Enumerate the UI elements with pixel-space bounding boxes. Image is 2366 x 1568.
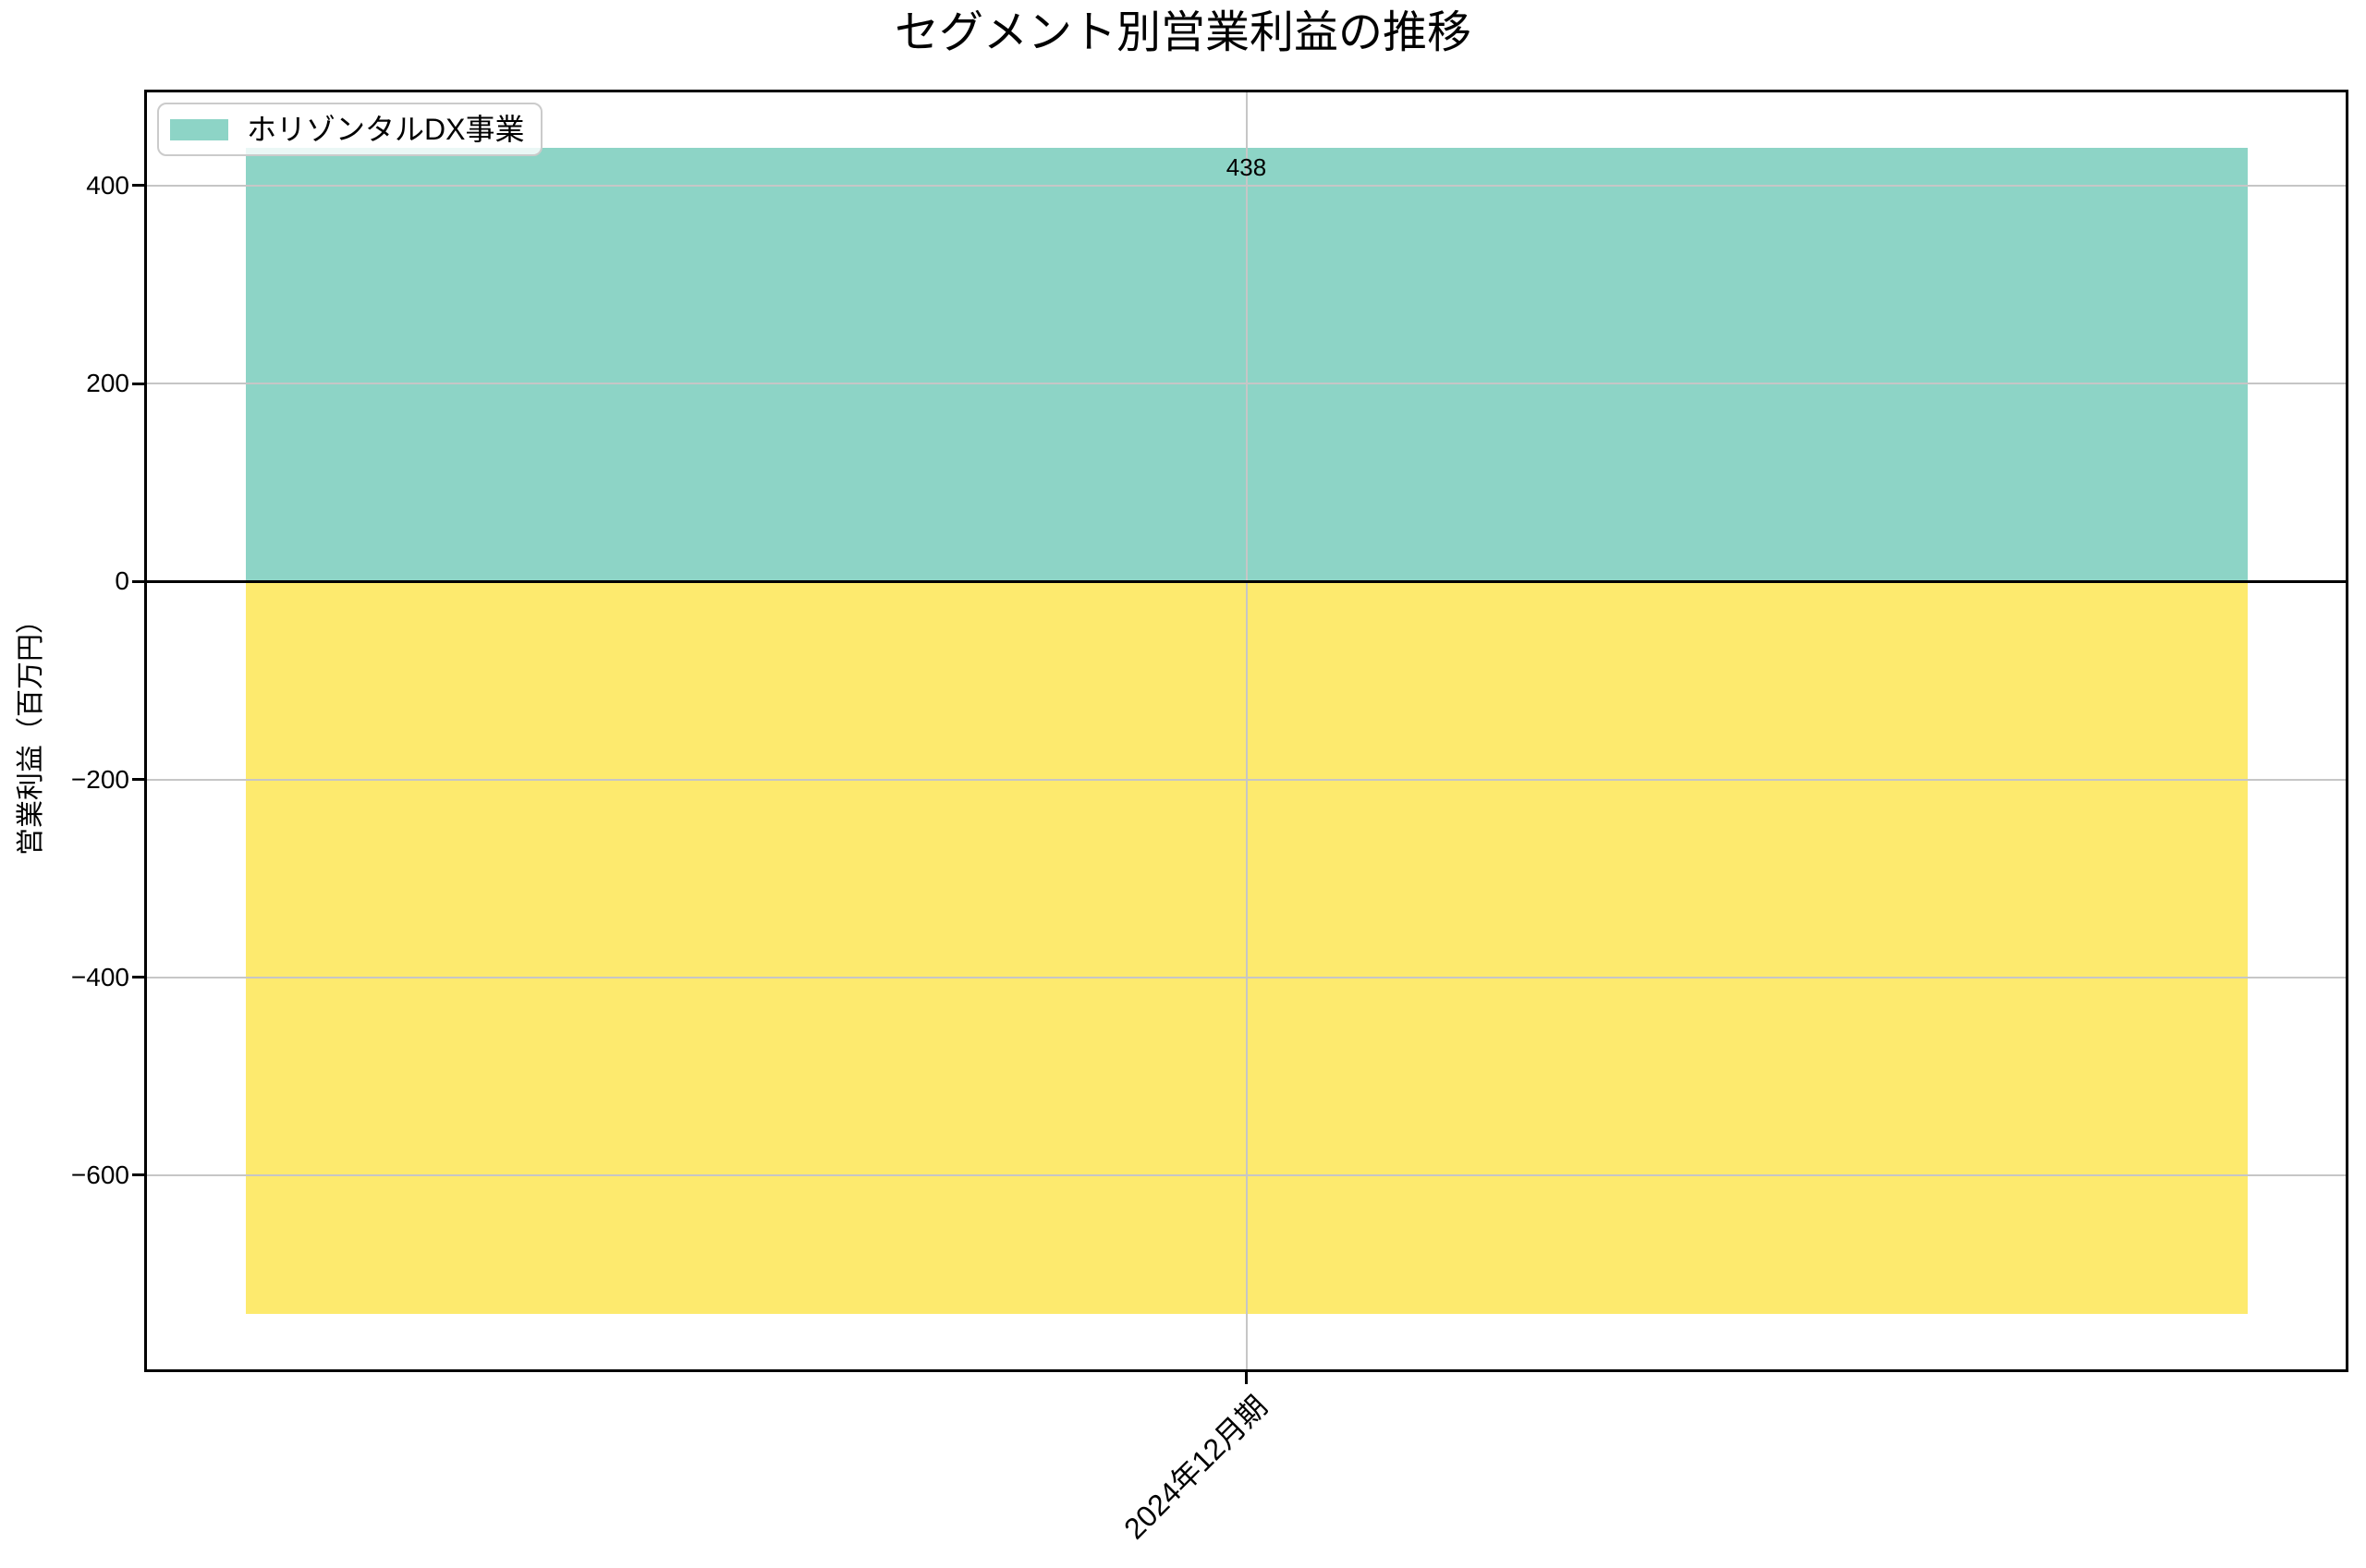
y-tick-label: 400: [86, 170, 129, 200]
legend-label: ホリゾンタルDX事業: [247, 113, 525, 146]
chart-title: セグメント別営業利益の推移: [894, 8, 1471, 57]
y-tick-label: 200: [86, 369, 129, 398]
y-tick-label: −400: [70, 962, 129, 991]
y-tick-mark: [132, 184, 144, 188]
bar-value-label: 438: [1226, 153, 1267, 182]
legend-swatch-icon: [170, 118, 228, 140]
legend: ホリゾンタルDX事業: [157, 103, 543, 156]
y-axis-label: 営業利益（百万円）: [16, 606, 46, 856]
y-tick-mark: [132, 579, 144, 583]
y-tick-label: 0: [115, 566, 129, 596]
y-tick-mark: [132, 976, 144, 979]
x-tick-mark: [1245, 1372, 1248, 1384]
y-tick-mark: [132, 382, 144, 385]
y-tick-label: −600: [70, 1160, 129, 1189]
x-tick-label: 2024年12月期: [1117, 1389, 1274, 1546]
zero-axis-line: [144, 579, 2348, 583]
gridline-vertical: [1245, 90, 1248, 1372]
y-tick-mark: [132, 1173, 144, 1177]
y-tick-label: −200: [70, 764, 129, 794]
legend-entry: ホリゾンタルDX事業: [170, 113, 524, 146]
y-tick-mark: [132, 778, 144, 781]
